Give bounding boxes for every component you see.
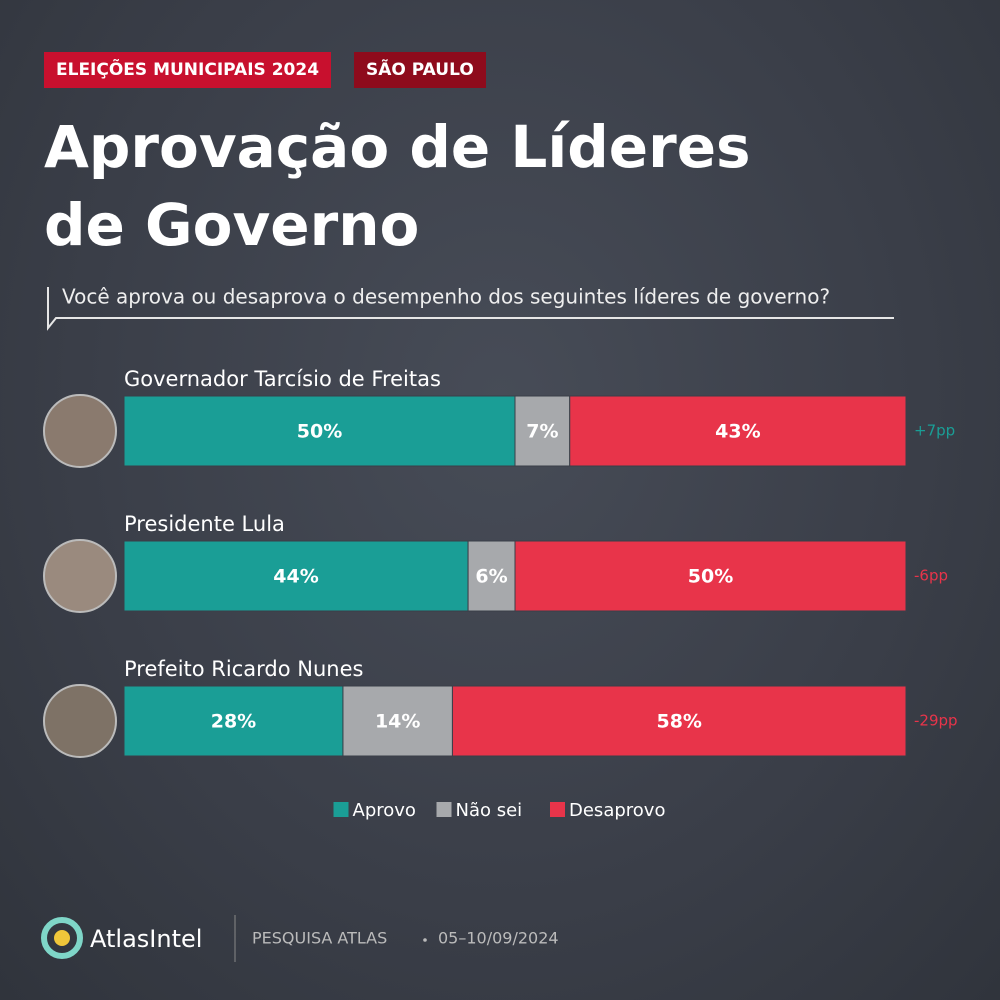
chart-title: Aprovação de Líderes de Governo xyxy=(44,113,751,259)
value-label: 28% xyxy=(211,711,256,733)
logo xyxy=(54,930,70,946)
value-label: 6% xyxy=(475,566,507,588)
legend-label: Desaprovo xyxy=(569,800,665,821)
net-label: +7pp xyxy=(914,422,955,440)
brand: AtlasIntel xyxy=(90,925,202,953)
value-label: 50% xyxy=(688,566,733,588)
category-label: Governador Tarcísio de Freitas xyxy=(124,367,441,391)
bar-segment xyxy=(451,685,907,757)
bar-segment xyxy=(123,540,469,612)
legend-label: Não sei xyxy=(456,800,523,821)
logo xyxy=(41,917,83,959)
value-label: 44% xyxy=(273,566,318,588)
value-label: 58% xyxy=(656,711,701,733)
value-label: 7% xyxy=(526,421,558,443)
legend-label: Aprovo xyxy=(353,800,416,821)
net-label: -29pp xyxy=(914,712,958,730)
photo xyxy=(43,684,117,758)
value-label: 50% xyxy=(297,421,342,443)
value-label: 14% xyxy=(375,711,420,733)
legend-swatch xyxy=(550,802,565,817)
chart-subtitle: Você aprova ou desaprova o desempenho do… xyxy=(62,285,830,309)
legend-swatch xyxy=(436,802,452,817)
legend-swatch xyxy=(333,802,349,817)
bar-segment xyxy=(123,395,516,467)
photos xyxy=(43,394,117,758)
bar-segment xyxy=(123,685,344,757)
bar-segment xyxy=(514,540,907,612)
subtitle-bracket xyxy=(47,287,894,331)
category-label: Prefeito Ricardo Nunes xyxy=(124,657,363,681)
value-label: 43% xyxy=(715,421,760,443)
bar-segment xyxy=(569,395,907,467)
tag: ELEIÇÕES MUNICIPAIS 2024 xyxy=(44,52,332,88)
photo xyxy=(43,539,117,613)
bar-segment xyxy=(467,540,516,612)
category-label: Presidente Lula xyxy=(124,512,285,536)
bar-segment xyxy=(514,395,571,467)
tag: SÃO PAULO xyxy=(354,52,486,88)
dates: 05–10/09/2024 xyxy=(438,929,559,948)
photo xyxy=(43,394,117,468)
net-label: -6pp xyxy=(914,567,948,585)
bar-segment xyxy=(342,685,453,757)
source: PESQUISA ATLAS xyxy=(252,929,387,948)
separator xyxy=(423,938,427,942)
